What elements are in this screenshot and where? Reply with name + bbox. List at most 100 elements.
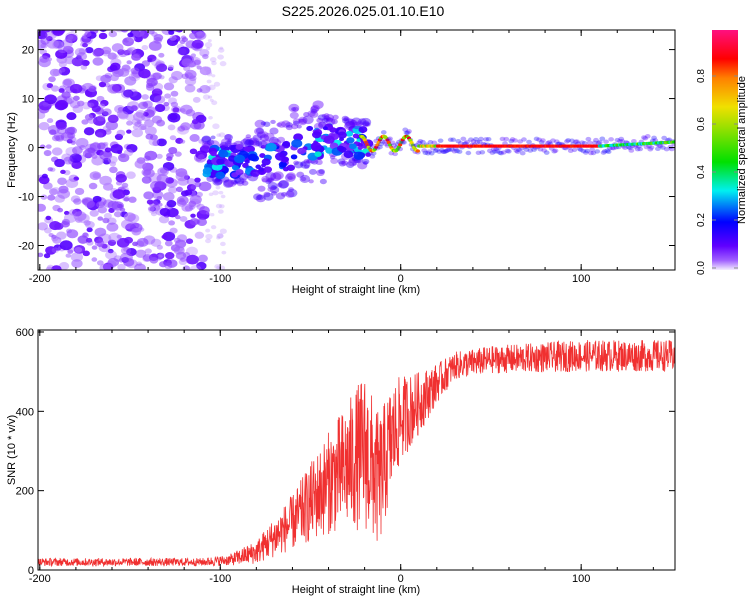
spectrum-blob bbox=[397, 146, 404, 152]
spectrum-blob bbox=[103, 212, 112, 220]
spectrum-blob bbox=[168, 186, 178, 194]
spectrum-blob bbox=[513, 148, 520, 153]
spectrum-blob bbox=[141, 45, 149, 51]
spectrum-blob bbox=[199, 48, 210, 57]
spectrum-blob bbox=[38, 30, 48, 40]
spectrum-blob bbox=[500, 150, 507, 155]
spectrum-blob bbox=[224, 140, 232, 147]
spectrum-blob bbox=[101, 46, 112, 55]
spectrum-blob bbox=[96, 132, 104, 138]
spectrum-blob bbox=[241, 180, 249, 186]
spectrum-blob bbox=[478, 136, 484, 142]
spectrum-blob bbox=[337, 131, 347, 139]
spectrum-blob bbox=[593, 137, 599, 143]
spectrum-blob bbox=[497, 150, 503, 155]
spectrum-blob bbox=[198, 206, 210, 215]
spectrum-blob bbox=[270, 119, 276, 125]
spectrum-blob bbox=[619, 139, 626, 144]
spectrum-blob bbox=[191, 39, 204, 49]
spectrum-blob bbox=[210, 225, 217, 230]
spectrum-blob bbox=[267, 186, 274, 192]
spectrum-blob bbox=[75, 137, 89, 148]
spectrum-blob bbox=[512, 138, 518, 143]
spectrum-blob bbox=[58, 88, 65, 93]
spectrum-blob bbox=[521, 137, 527, 142]
colorbar-tick-label: 0.2 bbox=[696, 213, 707, 227]
spectrum-blob bbox=[353, 151, 365, 160]
spectrum-blob bbox=[116, 149, 123, 155]
spectrum-blob bbox=[70, 252, 83, 262]
spectrum-blob bbox=[425, 151, 431, 156]
spectrum-blob bbox=[546, 140, 553, 145]
spectrum-blob bbox=[148, 111, 155, 117]
spectrum-blob bbox=[183, 65, 191, 72]
spectrum-blob bbox=[99, 263, 111, 270]
spectrum-blob bbox=[81, 198, 89, 204]
spectrum-blob bbox=[317, 114, 326, 121]
spectrum-blob bbox=[206, 139, 215, 146]
spectrum-blob bbox=[581, 140, 588, 146]
spectrum-blob bbox=[287, 176, 293, 180]
spectrum-blob bbox=[96, 260, 104, 266]
spectrum-blob bbox=[234, 176, 245, 185]
spectrum-blob bbox=[263, 121, 271, 127]
spectrum-blob bbox=[437, 138, 444, 143]
spectrum-blob bbox=[261, 158, 271, 166]
spectrum-blob bbox=[94, 128, 107, 138]
spectrum-blob bbox=[503, 136, 510, 142]
spectrum-blob bbox=[244, 139, 254, 147]
spectrum-blob bbox=[212, 24, 217, 28]
spectrum-blob bbox=[190, 213, 196, 218]
spectrum-blob bbox=[223, 179, 234, 188]
spectrum-blob bbox=[82, 250, 90, 257]
spectrum-blob bbox=[251, 171, 260, 178]
spectrum-blob bbox=[68, 136, 77, 143]
spectrum-blob bbox=[417, 138, 424, 144]
spectrum-blob bbox=[69, 83, 83, 94]
spectrum-blob bbox=[86, 227, 93, 233]
spectrum-blob bbox=[296, 171, 305, 178]
spectrum-blob bbox=[374, 146, 381, 151]
spectrogram-xlabel: Height of straight line (km) bbox=[292, 284, 420, 296]
spectrum-blob bbox=[389, 140, 396, 145]
spectrum-blob bbox=[219, 177, 227, 183]
spectrum-blob bbox=[121, 182, 129, 188]
spectrum-blob bbox=[285, 122, 293, 128]
spectrum-blob bbox=[123, 89, 134, 98]
spectrum-blob bbox=[206, 79, 212, 84]
spectrum-blob bbox=[107, 239, 117, 246]
spectrum-blob bbox=[582, 150, 589, 155]
spectrum-blob bbox=[214, 178, 222, 185]
spectrum-blob bbox=[181, 203, 192, 212]
spectrum-blob bbox=[181, 73, 189, 80]
spectrum-blob bbox=[97, 242, 104, 248]
spectrum-blob bbox=[303, 111, 310, 117]
spectrum-blob bbox=[132, 124, 140, 130]
spectrum-blob bbox=[171, 105, 182, 114]
spectrum-blob bbox=[302, 115, 314, 125]
spectrum-blob bbox=[146, 199, 154, 205]
spectrum-blob bbox=[67, 249, 74, 254]
spectrum-blob bbox=[162, 231, 176, 242]
spectrum-blob bbox=[617, 139, 623, 144]
spectrum-blob bbox=[233, 177, 242, 184]
spectrum-blob bbox=[69, 153, 82, 163]
spectrum-blob bbox=[42, 102, 49, 107]
spectrum-blob bbox=[156, 244, 163, 250]
spectrum-blob bbox=[438, 147, 445, 153]
spectrum-blob bbox=[195, 156, 202, 162]
spectrum-blob bbox=[502, 141, 508, 146]
spectrum-blob bbox=[584, 148, 590, 154]
spectrum-blob bbox=[217, 54, 224, 60]
spectrogram-ytick-label: 20 bbox=[22, 45, 34, 57]
spectrum-blob bbox=[599, 136, 606, 141]
spectrum-blob bbox=[644, 134, 651, 139]
spectrum-blob bbox=[279, 152, 286, 158]
spectrum-blob bbox=[168, 76, 178, 84]
spectrum-blob bbox=[489, 150, 496, 155]
spectrum-blob bbox=[268, 136, 279, 145]
spectrum-blob bbox=[263, 192, 274, 201]
spectrum-blob bbox=[151, 88, 163, 97]
spectrum-blob bbox=[67, 35, 74, 40]
spectrum-blob bbox=[299, 174, 311, 183]
